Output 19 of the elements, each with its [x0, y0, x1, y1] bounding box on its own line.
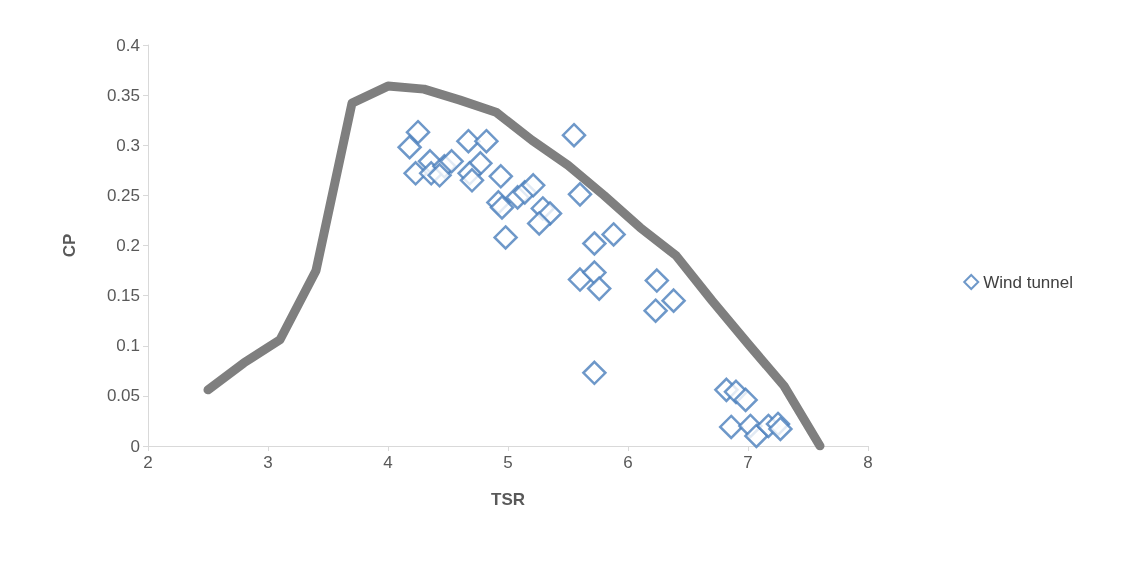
x-tick-label: 2 — [143, 453, 153, 472]
y-axis-title: CP — [60, 233, 79, 258]
x-tick-label: 8 — [863, 453, 873, 472]
y-tick-label: 0 — [130, 436, 140, 456]
x-tick-label: 7 — [743, 453, 753, 472]
x-tick-label: 3 — [263, 453, 273, 472]
y-tick-label: 0.15 — [106, 286, 140, 306]
y-tick-label: 0.35 — [106, 85, 140, 105]
y-tick-label: 0.4 — [116, 35, 140, 55]
y-tick-label: 0.25 — [106, 185, 140, 205]
y-tick-label: 0.2 — [116, 236, 140, 255]
x-tick-label: 4 — [383, 453, 393, 472]
x-tick-label: 5 — [503, 453, 513, 472]
x-tick-label: 6 — [623, 453, 633, 472]
legend-label: Wind tunnel — [983, 272, 1074, 292]
y-tick-label: 0.3 — [116, 135, 140, 155]
y-tick-label: 0.1 — [116, 336, 140, 356]
x-axis-title: TSR — [491, 490, 525, 509]
y-tick-label: 0.05 — [106, 386, 140, 406]
